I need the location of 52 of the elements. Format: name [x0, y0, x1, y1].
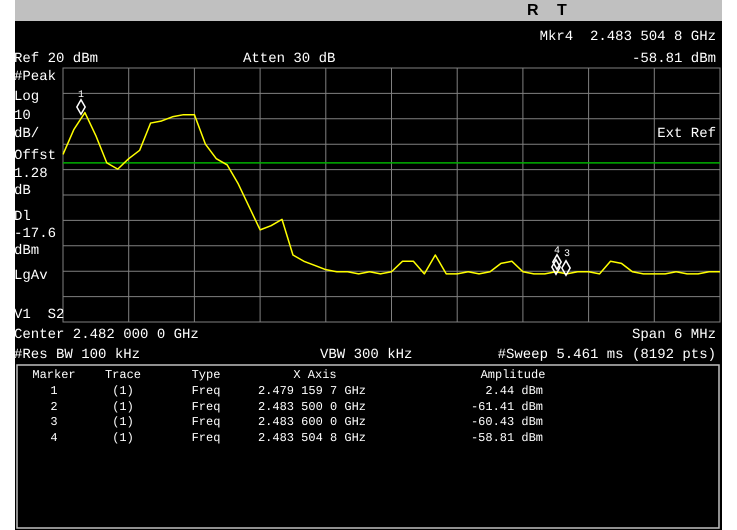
text: #Res BW 100 kHz	[14, 347, 140, 363]
text: -58.81 dBm	[632, 51, 716, 67]
text: Dl	[14, 209, 31, 225]
text: 2.483 500 0 GHz	[258, 400, 366, 414]
text: Mkr4 2.483 504 8 GHz	[540, 29, 716, 45]
text: dB/	[14, 126, 40, 142]
text: Freq	[192, 400, 220, 414]
text: (1)	[112, 384, 134, 398]
text: 3	[50, 415, 58, 429]
text: (1)	[112, 415, 134, 429]
text: dB	[14, 183, 31, 199]
text: -58.81 dBm	[470, 431, 543, 445]
annotation: V1 S2	[14, 307, 64, 323]
text: Atten 30 dB	[243, 51, 336, 67]
text: -61.41 dBm	[470, 400, 543, 414]
text: (1)	[112, 431, 134, 445]
annotation: Ext Ref	[657, 126, 716, 142]
text: R	[527, 2, 539, 19]
text: 1	[78, 90, 84, 101]
text: 1	[50, 384, 58, 398]
text: Freq	[192, 415, 220, 429]
text: 10	[14, 108, 31, 124]
text: Trace	[104, 368, 142, 382]
text: 2.483 600 0 GHz	[258, 415, 366, 429]
annotation: 3	[564, 249, 570, 260]
text: Type	[192, 368, 220, 382]
text: Center 2.482 000 0 GHz	[14, 327, 199, 343]
text: 4	[50, 431, 58, 445]
text: LgAv	[14, 268, 48, 284]
text: dBm	[14, 243, 40, 259]
text: -17.6	[14, 226, 56, 242]
text: Ref 20 dBm	[14, 51, 98, 67]
text: X Axis	[293, 368, 337, 382]
text: VBW 300 kHz	[320, 347, 412, 363]
text: #Sweep 5.461 ms (8192 pts)	[498, 347, 716, 363]
text: Amplitude	[480, 368, 546, 382]
text: Freq	[192, 431, 220, 445]
text: Freq	[192, 384, 220, 398]
text: T	[557, 2, 567, 19]
text: 2.479 159 7 GHz	[258, 384, 366, 398]
text: Marker	[32, 368, 76, 382]
text: #Peak	[14, 69, 56, 85]
text: 2	[50, 400, 58, 414]
annotation: 4	[554, 246, 560, 257]
text: -60.43 dBm	[470, 415, 543, 429]
text: 2.44 dBm	[485, 384, 543, 398]
text: Offst	[14, 148, 56, 164]
text: Log	[14, 89, 40, 105]
text: 1.28	[14, 166, 48, 182]
text: (1)	[112, 400, 134, 414]
text: Span 6 MHz	[632, 327, 716, 343]
text: 2.483 504 8 GHz	[258, 431, 366, 445]
